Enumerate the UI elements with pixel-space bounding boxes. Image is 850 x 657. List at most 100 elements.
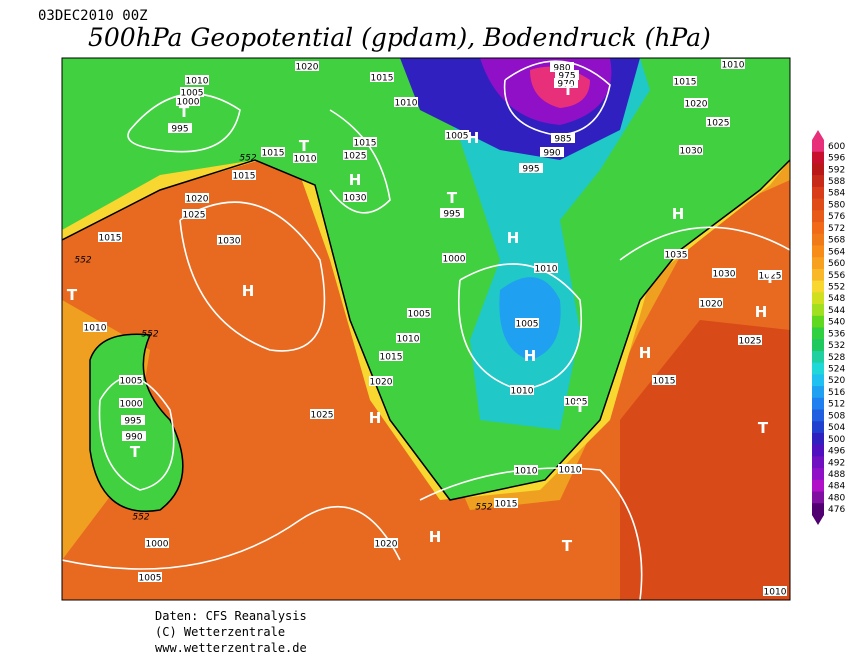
legend-label: 600 — [828, 142, 845, 152]
label-box — [182, 209, 206, 219]
isobar-label: 995 — [171, 125, 188, 135]
map-frame — [61, 57, 791, 601]
label-box — [138, 572, 162, 582]
legend-swatch — [812, 444, 824, 457]
label-box — [98, 232, 122, 242]
isobar-label: 1025 — [739, 337, 762, 347]
label-box — [712, 268, 736, 278]
isobar-label: 1010 — [764, 588, 787, 598]
isobar-label: 995 — [522, 165, 539, 175]
legend-label: 524 — [828, 365, 845, 375]
isobar-label: 1025 — [183, 211, 206, 221]
legend-arrow — [812, 130, 824, 140]
legend-label: 508 — [828, 411, 845, 421]
isobar-label: 1020 — [296, 63, 319, 73]
legend-swatch — [812, 210, 824, 223]
legend-label: 536 — [828, 329, 845, 339]
contour-label: 552 — [475, 503, 492, 513]
label-box — [540, 147, 564, 157]
legend-swatch — [812, 374, 824, 387]
isobar-label: 1015 — [653, 377, 676, 387]
isobar-label: 1015 — [262, 149, 285, 159]
label-box — [673, 76, 697, 86]
legend-label: 476 — [828, 505, 845, 515]
isobar-label: 1025 — [344, 152, 367, 162]
legend-label: 512 — [828, 400, 845, 410]
legend-swatch — [812, 432, 824, 446]
legend-swatch — [812, 175, 824, 188]
isobar-label: 990 — [125, 433, 142, 443]
legend-label: 592 — [828, 165, 845, 175]
legend-label: 484 — [828, 482, 845, 492]
isobar-label: 970 — [557, 80, 574, 90]
isobar-label: 1005 — [446, 132, 469, 142]
legend-swatch — [812, 222, 824, 235]
label-box — [699, 298, 723, 308]
low-marker: T — [563, 81, 574, 99]
label-box — [121, 415, 145, 425]
isobar — [179, 201, 326, 352]
isobar-label: 1005 — [181, 89, 204, 99]
isobar-label: 1005 — [139, 574, 162, 584]
isobar-label: 1005 — [120, 377, 143, 387]
label-box — [122, 431, 146, 441]
isobar-label: 1030 — [713, 270, 736, 280]
isobar-label: 1015 — [233, 172, 256, 182]
label-box — [758, 270, 782, 280]
legend-label: 552 — [828, 282, 845, 292]
label-box — [721, 59, 745, 69]
label-box — [185, 75, 209, 85]
red-region — [620, 320, 790, 600]
label-box — [442, 253, 466, 263]
label-box — [369, 376, 393, 386]
label-box — [168, 123, 192, 133]
label-box — [217, 235, 241, 245]
date: 03DEC2010 00Z — [38, 8, 148, 24]
low-marker: T — [765, 269, 776, 287]
legend-swatch — [812, 468, 824, 481]
legend-label: 516 — [828, 388, 845, 398]
legend-swatch — [812, 456, 824, 469]
isobar-label: 1025 — [759, 272, 782, 282]
isobar-label: 995 — [443, 210, 460, 220]
label-box — [652, 375, 676, 385]
label-box — [550, 62, 574, 72]
legend-swatch — [812, 503, 824, 516]
isobar-label: 1010 — [722, 61, 745, 71]
contour-label: 552 — [141, 330, 158, 340]
legend-swatch — [812, 292, 824, 305]
legend-label: 588 — [828, 177, 845, 187]
isobar-label: 1015 — [99, 234, 122, 244]
label-box — [494, 498, 518, 508]
label-box — [176, 96, 200, 106]
label-box — [232, 170, 256, 180]
legend-label: 520 — [828, 376, 845, 386]
label-box — [664, 249, 688, 259]
legend-label: 492 — [828, 458, 845, 468]
label-box — [558, 464, 582, 474]
label-box — [738, 335, 762, 345]
legend-label: 564 — [828, 247, 845, 257]
isobar-label: 1015 — [674, 78, 697, 88]
legend-label: 556 — [828, 271, 845, 281]
isobar-label: 1010 — [397, 335, 420, 345]
label-box — [684, 98, 708, 108]
title: 500hPa Geopotential (gpdam), Bodendruck … — [88, 23, 711, 52]
legend-swatch — [812, 245, 824, 258]
isobar-label: 995 — [124, 417, 141, 427]
legend-label: 560 — [828, 259, 845, 269]
contour-552-low — [89, 333, 184, 512]
legend-label: 488 — [828, 470, 845, 480]
legend-swatch — [812, 140, 824, 153]
low-marker: T — [562, 537, 573, 555]
footer-line: (C) Wetterzentrale — [155, 625, 285, 639]
label-box — [515, 318, 539, 328]
legend-swatch — [812, 198, 824, 211]
label-box — [343, 192, 367, 202]
contour-label: 552 — [132, 513, 149, 523]
isobar-label: 1020 — [370, 378, 393, 388]
legend-swatch — [812, 350, 824, 364]
legend-label: 572 — [828, 224, 845, 234]
low-marker: T — [575, 398, 586, 416]
